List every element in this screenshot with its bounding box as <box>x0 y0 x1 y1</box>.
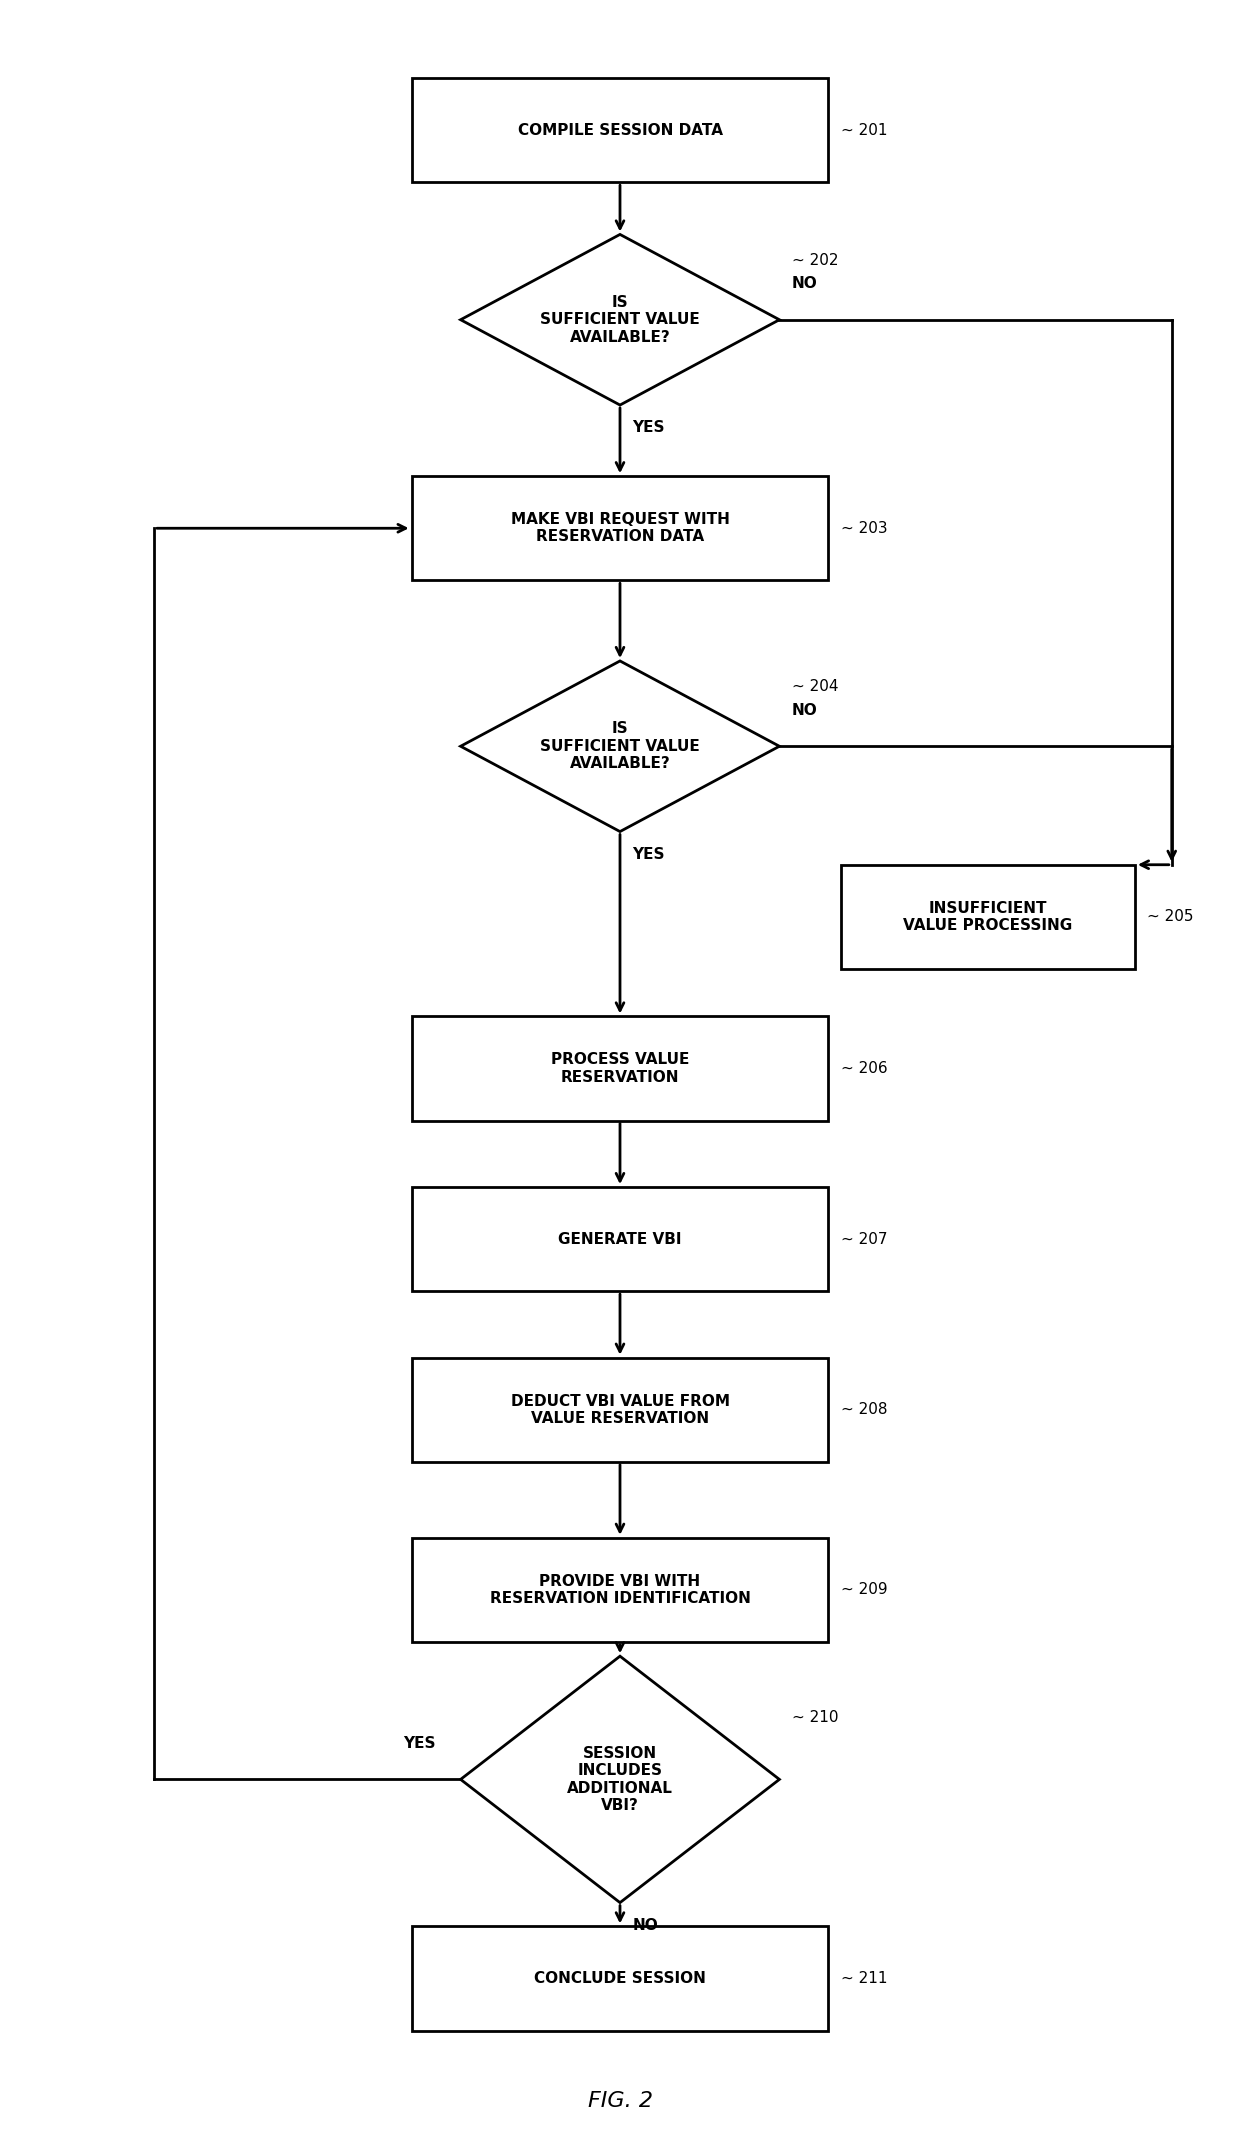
Polygon shape <box>460 1656 780 1902</box>
Text: NO: NO <box>791 703 817 718</box>
Text: ~ 206: ~ 206 <box>841 1061 888 1076</box>
Text: NO: NO <box>791 276 817 291</box>
Text: NO: NO <box>632 1919 658 1932</box>
Bar <box>412 1015 828 1121</box>
Text: SESSION
INCLUDES
ADDITIONAL
VBI?: SESSION INCLUDES ADDITIONAL VBI? <box>567 1746 673 1813</box>
Text: YES: YES <box>403 1736 436 1751</box>
Bar <box>412 78 828 183</box>
Text: CONCLUDE SESSION: CONCLUDE SESSION <box>534 1971 706 1986</box>
Bar <box>412 1358 828 1462</box>
Text: GENERATE VBI: GENERATE VBI <box>558 1231 682 1246</box>
Text: IS
SUFFICIENT VALUE
AVAILABLE?: IS SUFFICIENT VALUE AVAILABLE? <box>541 722 699 772</box>
Text: IS
SUFFICIENT VALUE
AVAILABLE?: IS SUFFICIENT VALUE AVAILABLE? <box>541 295 699 345</box>
Text: FIG. 2: FIG. 2 <box>588 2091 652 2111</box>
Bar <box>412 1188 828 1291</box>
Text: ~ 202: ~ 202 <box>791 252 838 267</box>
Bar <box>412 476 828 580</box>
Text: ~ 208: ~ 208 <box>841 1401 887 1416</box>
Bar <box>841 865 1135 968</box>
Polygon shape <box>460 235 780 405</box>
Text: ~ 201: ~ 201 <box>841 123 887 138</box>
Text: YES: YES <box>632 420 665 436</box>
Text: PROCESS VALUE
RESERVATION: PROCESS VALUE RESERVATION <box>551 1052 689 1084</box>
Text: ~ 209: ~ 209 <box>841 1583 888 1598</box>
Text: ~ 203: ~ 203 <box>841 522 888 535</box>
Bar <box>412 1925 828 2031</box>
Text: PROVIDE VBI WITH
RESERVATION IDENTIFICATION: PROVIDE VBI WITH RESERVATION IDENTIFICAT… <box>490 1574 750 1606</box>
Text: YES: YES <box>632 847 665 862</box>
Text: MAKE VBI REQUEST WITH
RESERVATION DATA: MAKE VBI REQUEST WITH RESERVATION DATA <box>511 513 729 545</box>
Text: ~ 205: ~ 205 <box>1147 910 1194 925</box>
Bar <box>412 1537 828 1643</box>
Text: INSUFFICIENT
VALUE PROCESSING: INSUFFICIENT VALUE PROCESSING <box>903 901 1073 934</box>
Text: ~ 207: ~ 207 <box>841 1231 887 1246</box>
Text: ~ 204: ~ 204 <box>791 679 838 694</box>
Text: COMPILE SESSION DATA: COMPILE SESSION DATA <box>517 123 723 138</box>
Text: DEDUCT VBI VALUE FROM
VALUE RESERVATION: DEDUCT VBI VALUE FROM VALUE RESERVATION <box>511 1393 729 1425</box>
Polygon shape <box>460 662 780 832</box>
Text: ~ 211: ~ 211 <box>841 1971 887 1986</box>
Text: ~ 210: ~ 210 <box>791 1710 838 1725</box>
